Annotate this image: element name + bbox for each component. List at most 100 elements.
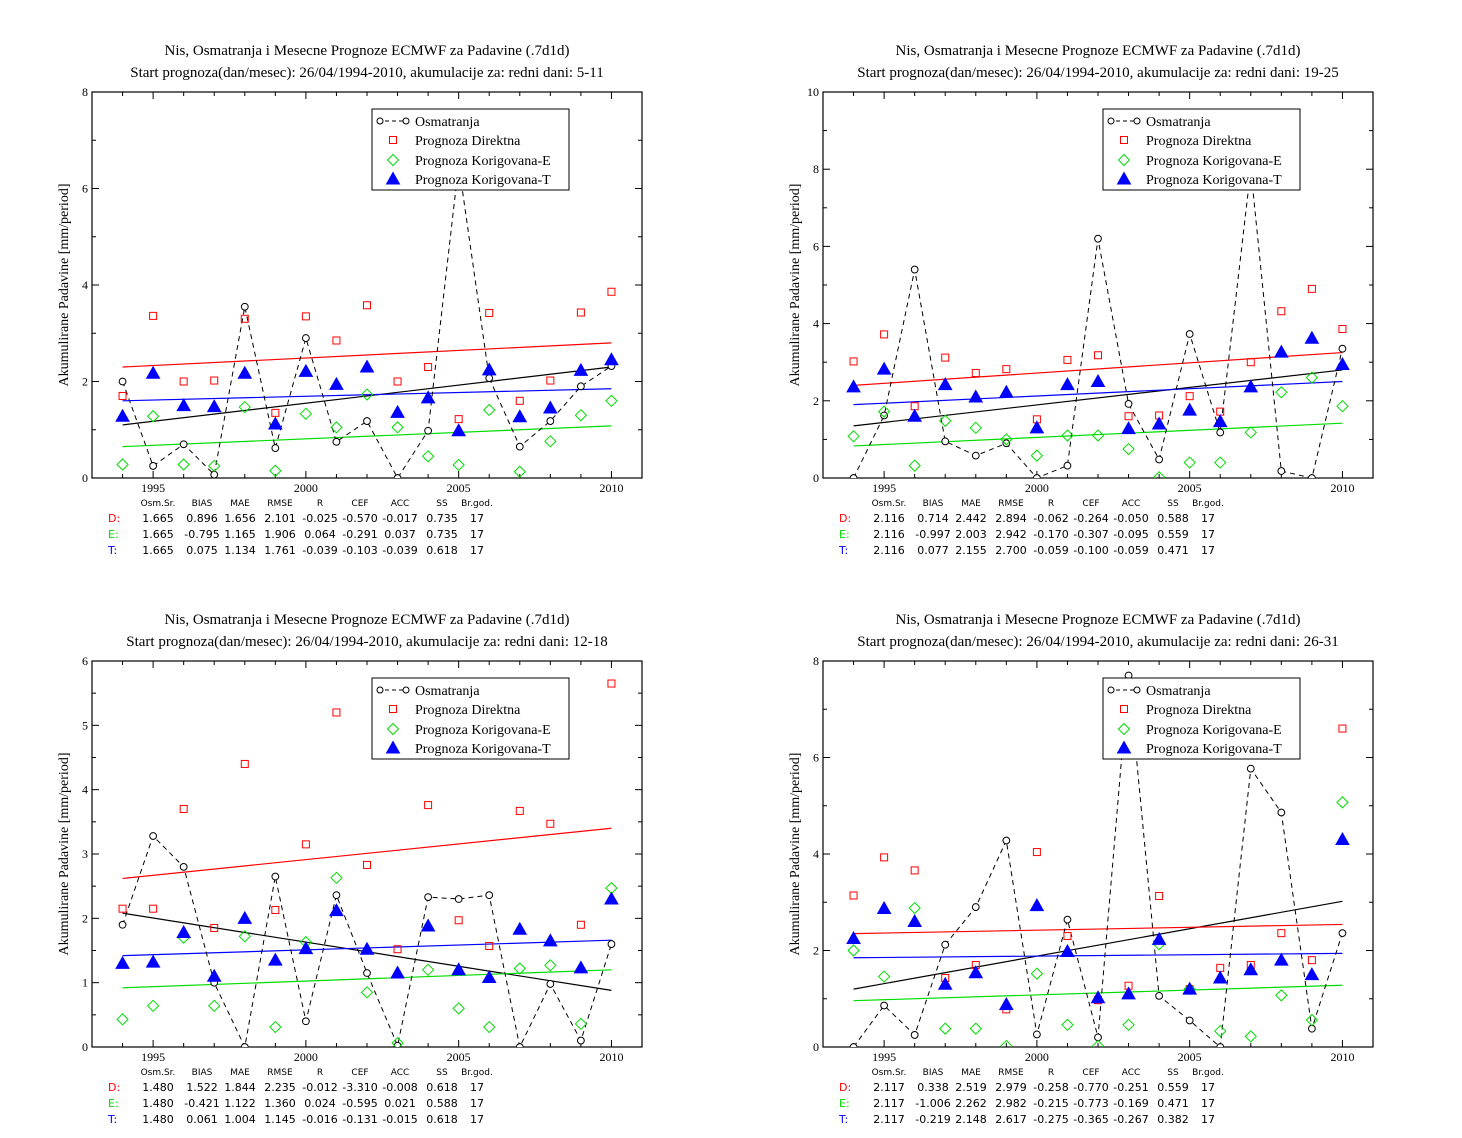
point-prognoza-korigovana-e	[513, 465, 526, 478]
stats-value: 1.665	[142, 528, 174, 541]
legend-marker-osmatranja	[376, 686, 384, 694]
y-tick-label: 4	[813, 847, 819, 861]
point-osmatranja	[1094, 1033, 1102, 1042]
stats-value: 1.480	[142, 1081, 174, 1094]
point-prognoza-korigovana-e	[483, 1020, 496, 1034]
point-prognoza-korigovana-t	[512, 921, 528, 935]
stats-value: 2.442	[955, 512, 987, 525]
y-tick-label: 2	[813, 394, 819, 408]
stats-value: 1.145	[264, 1113, 296, 1126]
trend-line-corrE	[122, 969, 612, 989]
point-osmatranja	[880, 411, 889, 420]
trend-line-direct	[122, 827, 612, 880]
point-prognoza-direktna	[1032, 848, 1041, 857]
stats-value: 17	[470, 512, 484, 525]
point-prognoza-direktna	[118, 904, 127, 913]
point-prognoza-korigovana-t	[604, 352, 619, 366]
point-osmatranja	[301, 1017, 310, 1026]
point-osmatranja	[1185, 1016, 1194, 1025]
point-osmatranja	[332, 437, 341, 446]
x-tick-label: 2005	[1178, 1050, 1202, 1064]
point-osmatranja	[1277, 467, 1286, 475]
y-axis-label: Akumulirane Padavine [mm/period]	[788, 753, 803, 956]
stats-row-label: E:	[839, 528, 850, 541]
stats-header: ACC	[391, 499, 410, 509]
stats-value: -0.103	[342, 544, 377, 557]
stats-value: 0.024	[304, 1097, 336, 1110]
point-prognoza-korigovana-e	[1305, 1013, 1319, 1027]
point-prognoza-korigovana-t	[968, 965, 984, 979]
y-tick-label: 2	[82, 911, 88, 925]
point-prognoza-korigovana-t	[937, 377, 953, 391]
stats-value: -0.307	[1073, 528, 1108, 541]
x-tick-label: 2010	[1330, 481, 1354, 495]
point-osmatranja	[515, 442, 524, 451]
trend-line-direct	[853, 923, 1343, 935]
stats-table: Osm.Sr. BIAS MAE RMSE R CEF ACC SS Br.god. D: 1.48…	[107, 1068, 493, 1126]
point-prognoza-korigovana-t	[298, 363, 314, 377]
stats-value: -0.421	[184, 1097, 219, 1110]
stats-value: -0.275	[1033, 1113, 1068, 1126]
chart-subtitle: Start prognoza(dan/mesec): 26/04/1994-20…	[130, 65, 603, 81]
point-prognoza-direktna	[149, 904, 158, 913]
point-osmatranja	[118, 377, 127, 386]
stats-value: 17	[470, 1097, 484, 1110]
point-osmatranja	[393, 474, 402, 478]
stats-table: Osm.Sr. BIAS MAE RMSE R CEF ACC SS Br.god. D: 2.11…	[838, 1068, 1224, 1126]
series-line-osmatranja	[853, 169, 1343, 478]
chart-subtitle: Start prognoza(dan/mesec): 26/04/1994-20…	[857, 634, 1339, 650]
point-prognoza-korigovana-e	[1305, 371, 1319, 384]
point-prognoza-korigovana-e	[847, 430, 860, 443]
trend-line-obs	[122, 366, 612, 426]
stats-value: 1.522	[186, 1081, 218, 1094]
x-tick-label: 2005	[1178, 481, 1202, 495]
stats-header: BIAS	[192, 499, 213, 509]
y-tick-label: 6	[813, 751, 819, 765]
y-tick-label: 6	[82, 654, 88, 668]
point-prognoza-direktna	[1063, 932, 1072, 941]
stats-header: CEF	[1082, 499, 1099, 509]
stats-value: -0.595	[342, 1097, 377, 1110]
point-prognoza-korigovana-e	[908, 459, 921, 472]
point-prognoza-korigovana-t	[420, 918, 436, 932]
stats-value: 2.894	[995, 512, 1027, 525]
stats-row-label: D:	[108, 512, 120, 525]
point-prognoza-korigovana-t	[481, 970, 497, 984]
legend: Osmatranja Prognoza Direktna Prognoza Kori…	[371, 108, 570, 191]
point-osmatranja	[301, 334, 310, 342]
point-prognoza-korigovana-t	[145, 365, 161, 379]
point-prognoza-korigovana-t	[998, 384, 1014, 398]
point-prognoza-korigovana-t	[1273, 344, 1289, 358]
point-prognoza-direktna	[607, 679, 616, 688]
legend-marker-osmatranja	[376, 117, 384, 125]
stats-header: RMSE	[267, 1068, 293, 1078]
stats-value: -0.169	[1113, 1097, 1148, 1110]
stats-value: 2.117	[873, 1113, 905, 1126]
point-osmatranja	[1307, 474, 1316, 478]
stats-value: 1.122	[224, 1097, 256, 1110]
point-prognoza-korigovana-t	[604, 891, 619, 905]
point-prognoza-korigovana-t	[1151, 416, 1167, 430]
stats-value: -0.100	[1073, 544, 1108, 557]
point-prognoza-direktna	[880, 853, 889, 862]
point-prognoza-korigovana-e	[1061, 1018, 1074, 1032]
stats-header: MAE	[230, 499, 250, 509]
stats-value: -0.291	[342, 528, 377, 541]
point-osmatranja	[149, 832, 158, 840]
stats-value: 17	[470, 1113, 484, 1126]
stats-value: -0.219	[915, 1113, 950, 1126]
stats-value: 2.235	[264, 1081, 296, 1094]
x-tick-label: 2000	[294, 481, 318, 495]
point-prognoza-korigovana-e	[877, 405, 891, 418]
stats-value: 0.382	[1157, 1113, 1189, 1126]
stats-value: 2.003	[955, 528, 987, 541]
stats-value: 0.077	[917, 544, 949, 557]
stats-row-label: T:	[107, 1113, 117, 1126]
point-prognoza-korigovana-t	[451, 962, 467, 976]
point-prognoza-korigovana-e	[1244, 426, 1257, 439]
point-prognoza-korigovana-e	[421, 963, 435, 977]
trend-line-corrT	[122, 388, 612, 402]
y-axis-label: Akumulirane Padavine [mm/period]	[57, 753, 72, 956]
point-osmatranja	[149, 462, 158, 470]
stats-value: -0.050	[1113, 512, 1148, 525]
